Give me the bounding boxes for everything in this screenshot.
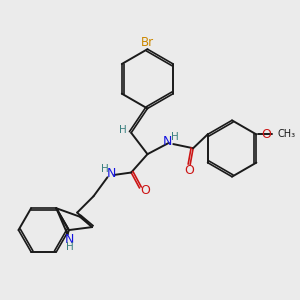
Text: O: O <box>261 128 271 141</box>
Text: N: N <box>106 167 116 180</box>
Text: N: N <box>65 233 75 246</box>
Text: N: N <box>163 135 172 148</box>
Text: H: H <box>101 164 109 174</box>
Text: CH₃: CH₃ <box>278 129 296 140</box>
Text: H: H <box>171 132 178 142</box>
Text: O: O <box>184 164 194 177</box>
Text: Br: Br <box>141 36 154 49</box>
Text: H: H <box>66 242 74 252</box>
Text: O: O <box>140 184 150 197</box>
Text: H: H <box>119 125 127 135</box>
